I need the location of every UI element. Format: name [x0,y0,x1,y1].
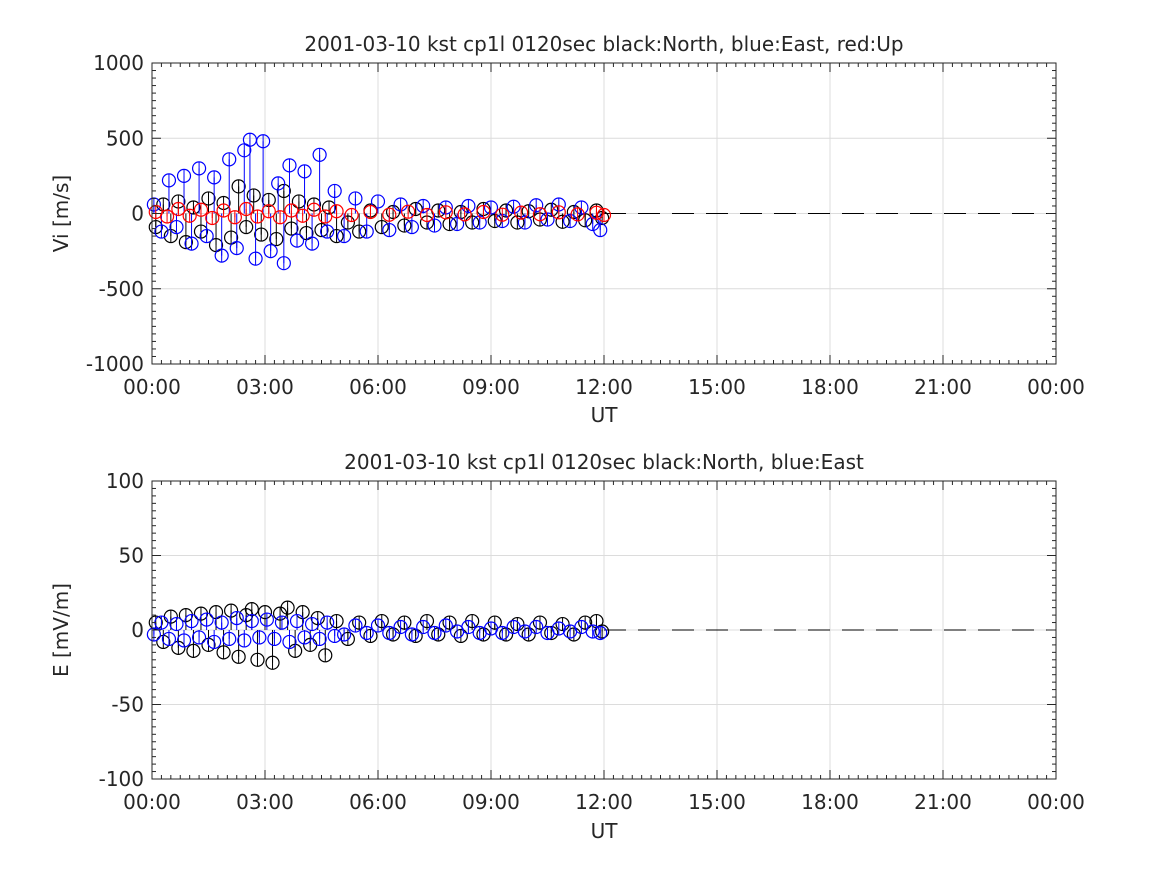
x-tick-label: 00:00 [123,790,181,814]
y-axis-label: Vi [m/s] [49,175,73,252]
chart-title: 2001-03-10 kst cp1l 0120sec black:North,… [344,450,864,474]
x-tick-label: 03:00 [236,790,294,814]
x-tick-label: 21:00 [914,790,972,814]
x-tick-label: 09:00 [462,375,520,399]
chart-title: 2001-03-10 kst cp1l 0120sec black:North,… [304,32,903,56]
x-tick-label: 12:00 [575,375,633,399]
x-tick-label: 21:00 [914,375,972,399]
y-tick-label: 500 [106,126,144,150]
x-tick-label: 06:00 [349,790,407,814]
y-axis-label: E [mV/m] [49,583,73,677]
series-north [148,600,610,670]
x-tick-label: 06:00 [349,375,407,399]
x-tick-label: 15:00 [688,790,746,814]
x-tick-label: 15:00 [688,375,746,399]
x-tick-label: 03:00 [236,375,294,399]
x-tick-label: 12:00 [575,790,633,814]
y-tick-label: 0 [131,202,144,226]
x-tick-label: 00:00 [1027,790,1085,814]
y-tick-label: 0 [131,618,144,642]
y-tick-label: 1000 [93,51,144,75]
y-tick-label: 50 [119,544,144,568]
x-tick-label: 00:00 [1027,375,1085,399]
x-tick-label: 00:00 [123,375,181,399]
x-tick-label: 09:00 [462,790,520,814]
y-tick-label: -1000 [86,352,144,376]
y-tick-label: -500 [99,277,144,301]
x-tick-label: 18:00 [801,790,859,814]
x-axis-label: UT [591,819,619,843]
x-tick-label: 18:00 [801,375,859,399]
y-tick-label: -50 [111,693,144,717]
y-tick-label: -100 [99,767,144,791]
chart-panel-2: 00:00 03:00 06:00 09:00 12:00 15:00 18:00 21:00… [49,450,1085,843]
series-up [148,201,612,226]
y-tick-label: 100 [106,469,144,493]
series-east [146,610,608,650]
x-axis-label: UT [591,403,619,427]
chart-panel-1: 00:00 03:00 06:00 09:00 12:00 15:00 18:00 21:00… [49,32,1085,427]
